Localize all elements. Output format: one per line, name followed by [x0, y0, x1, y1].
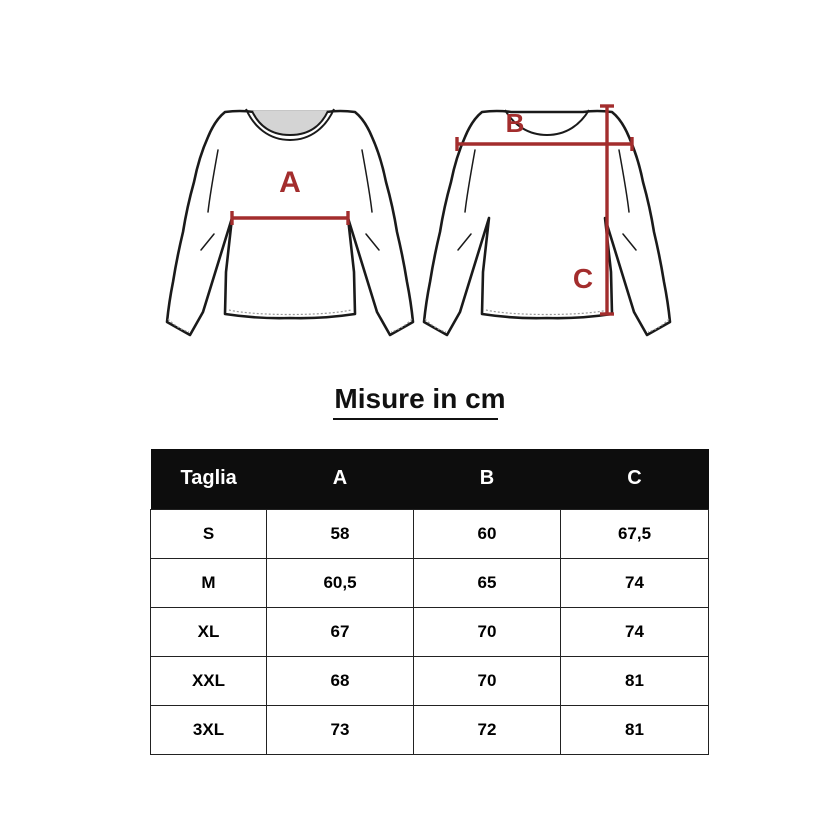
svg-text:A: A [279, 166, 301, 199]
svg-text:C: C [573, 263, 593, 294]
svg-text:B: B [506, 108, 525, 138]
